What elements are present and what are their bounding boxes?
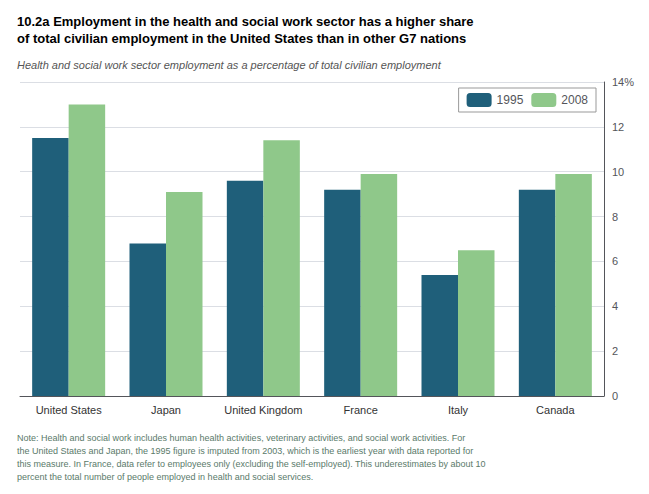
svg-text:0: 0 bbox=[612, 390, 618, 402]
svg-text:2: 2 bbox=[612, 345, 618, 357]
svg-text:Canada: Canada bbox=[536, 404, 575, 416]
svg-text:6: 6 bbox=[612, 255, 618, 267]
svg-text:Italy: Italy bbox=[448, 404, 469, 416]
svg-text:10.2a Employment in the health: 10.2a Employment in the health and socia… bbox=[17, 14, 474, 29]
svg-text:percent the total number of pe: percent the total number of people emplo… bbox=[17, 472, 313, 482]
svg-text:United States: United States bbox=[36, 404, 103, 416]
svg-text:United Kingdom: United Kingdom bbox=[224, 404, 302, 416]
svg-text:of total civilian employment i: of total civilian employment in the Unit… bbox=[17, 31, 466, 46]
svg-text:1995: 1995 bbox=[497, 93, 524, 107]
svg-text:4: 4 bbox=[612, 300, 618, 312]
svg-text:Health and social work sector: Health and social work sector employment… bbox=[17, 59, 442, 71]
svg-text:8: 8 bbox=[612, 211, 618, 223]
svg-text:this measure. In France, data: this measure. In France, data refer to e… bbox=[17, 459, 486, 469]
svg-text:12: 12 bbox=[612, 121, 624, 133]
svg-text:10: 10 bbox=[612, 166, 624, 178]
svg-text:the United States and Japan, t: the United States and Japan, the 1995 fi… bbox=[17, 446, 473, 456]
svg-text:Japan: Japan bbox=[151, 404, 181, 416]
svg-text:2008: 2008 bbox=[561, 93, 588, 107]
svg-text:France: France bbox=[344, 404, 378, 416]
svg-text:14%: 14% bbox=[612, 76, 634, 88]
svg-text:Note: Health and social work i: Note: Health and social work includes hu… bbox=[17, 433, 465, 443]
